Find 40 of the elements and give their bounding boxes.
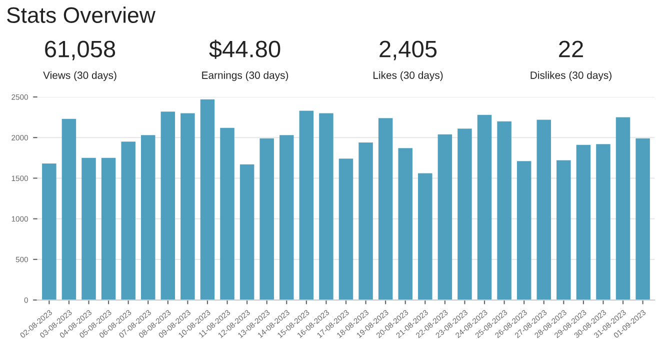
bar (458, 128, 472, 300)
bar (556, 160, 571, 300)
text: 61,058 (45, 40, 116, 60)
text: $44.80 (209, 40, 280, 59)
bar (497, 121, 512, 300)
text: Views (30 days) (43, 71, 116, 81)
text: Likes (30 days) (374, 71, 443, 81)
bar (636, 138, 650, 300)
bar (280, 135, 294, 300)
bar (220, 128, 234, 300)
bar (338, 158, 354, 300)
bar (240, 164, 254, 300)
bar (260, 138, 274, 300)
text: Stats Overview (7, 6, 156, 23)
bar (62, 118, 76, 300)
bar (477, 114, 492, 300)
text: Dislikes (30 days) (530, 71, 612, 81)
text: 2,405 (380, 40, 437, 60)
bar (438, 134, 452, 300)
bar (319, 113, 334, 300)
bar (536, 120, 551, 300)
text: Earnings (30 days) (202, 71, 288, 81)
bar (101, 158, 116, 300)
bar (200, 99, 215, 300)
bar (576, 144, 591, 300)
bar (82, 158, 96, 300)
bar (516, 161, 532, 300)
bar (121, 142, 136, 300)
bar (140, 135, 156, 300)
bar (180, 113, 195, 300)
bar (160, 112, 176, 300)
bar (398, 148, 412, 300)
bar (299, 110, 314, 300)
bar (358, 142, 373, 300)
bar (596, 144, 610, 300)
text: 22 (559, 40, 583, 58)
bar (418, 173, 432, 300)
bar (616, 117, 630, 300)
bar (42, 164, 56, 300)
bar (378, 118, 393, 300)
